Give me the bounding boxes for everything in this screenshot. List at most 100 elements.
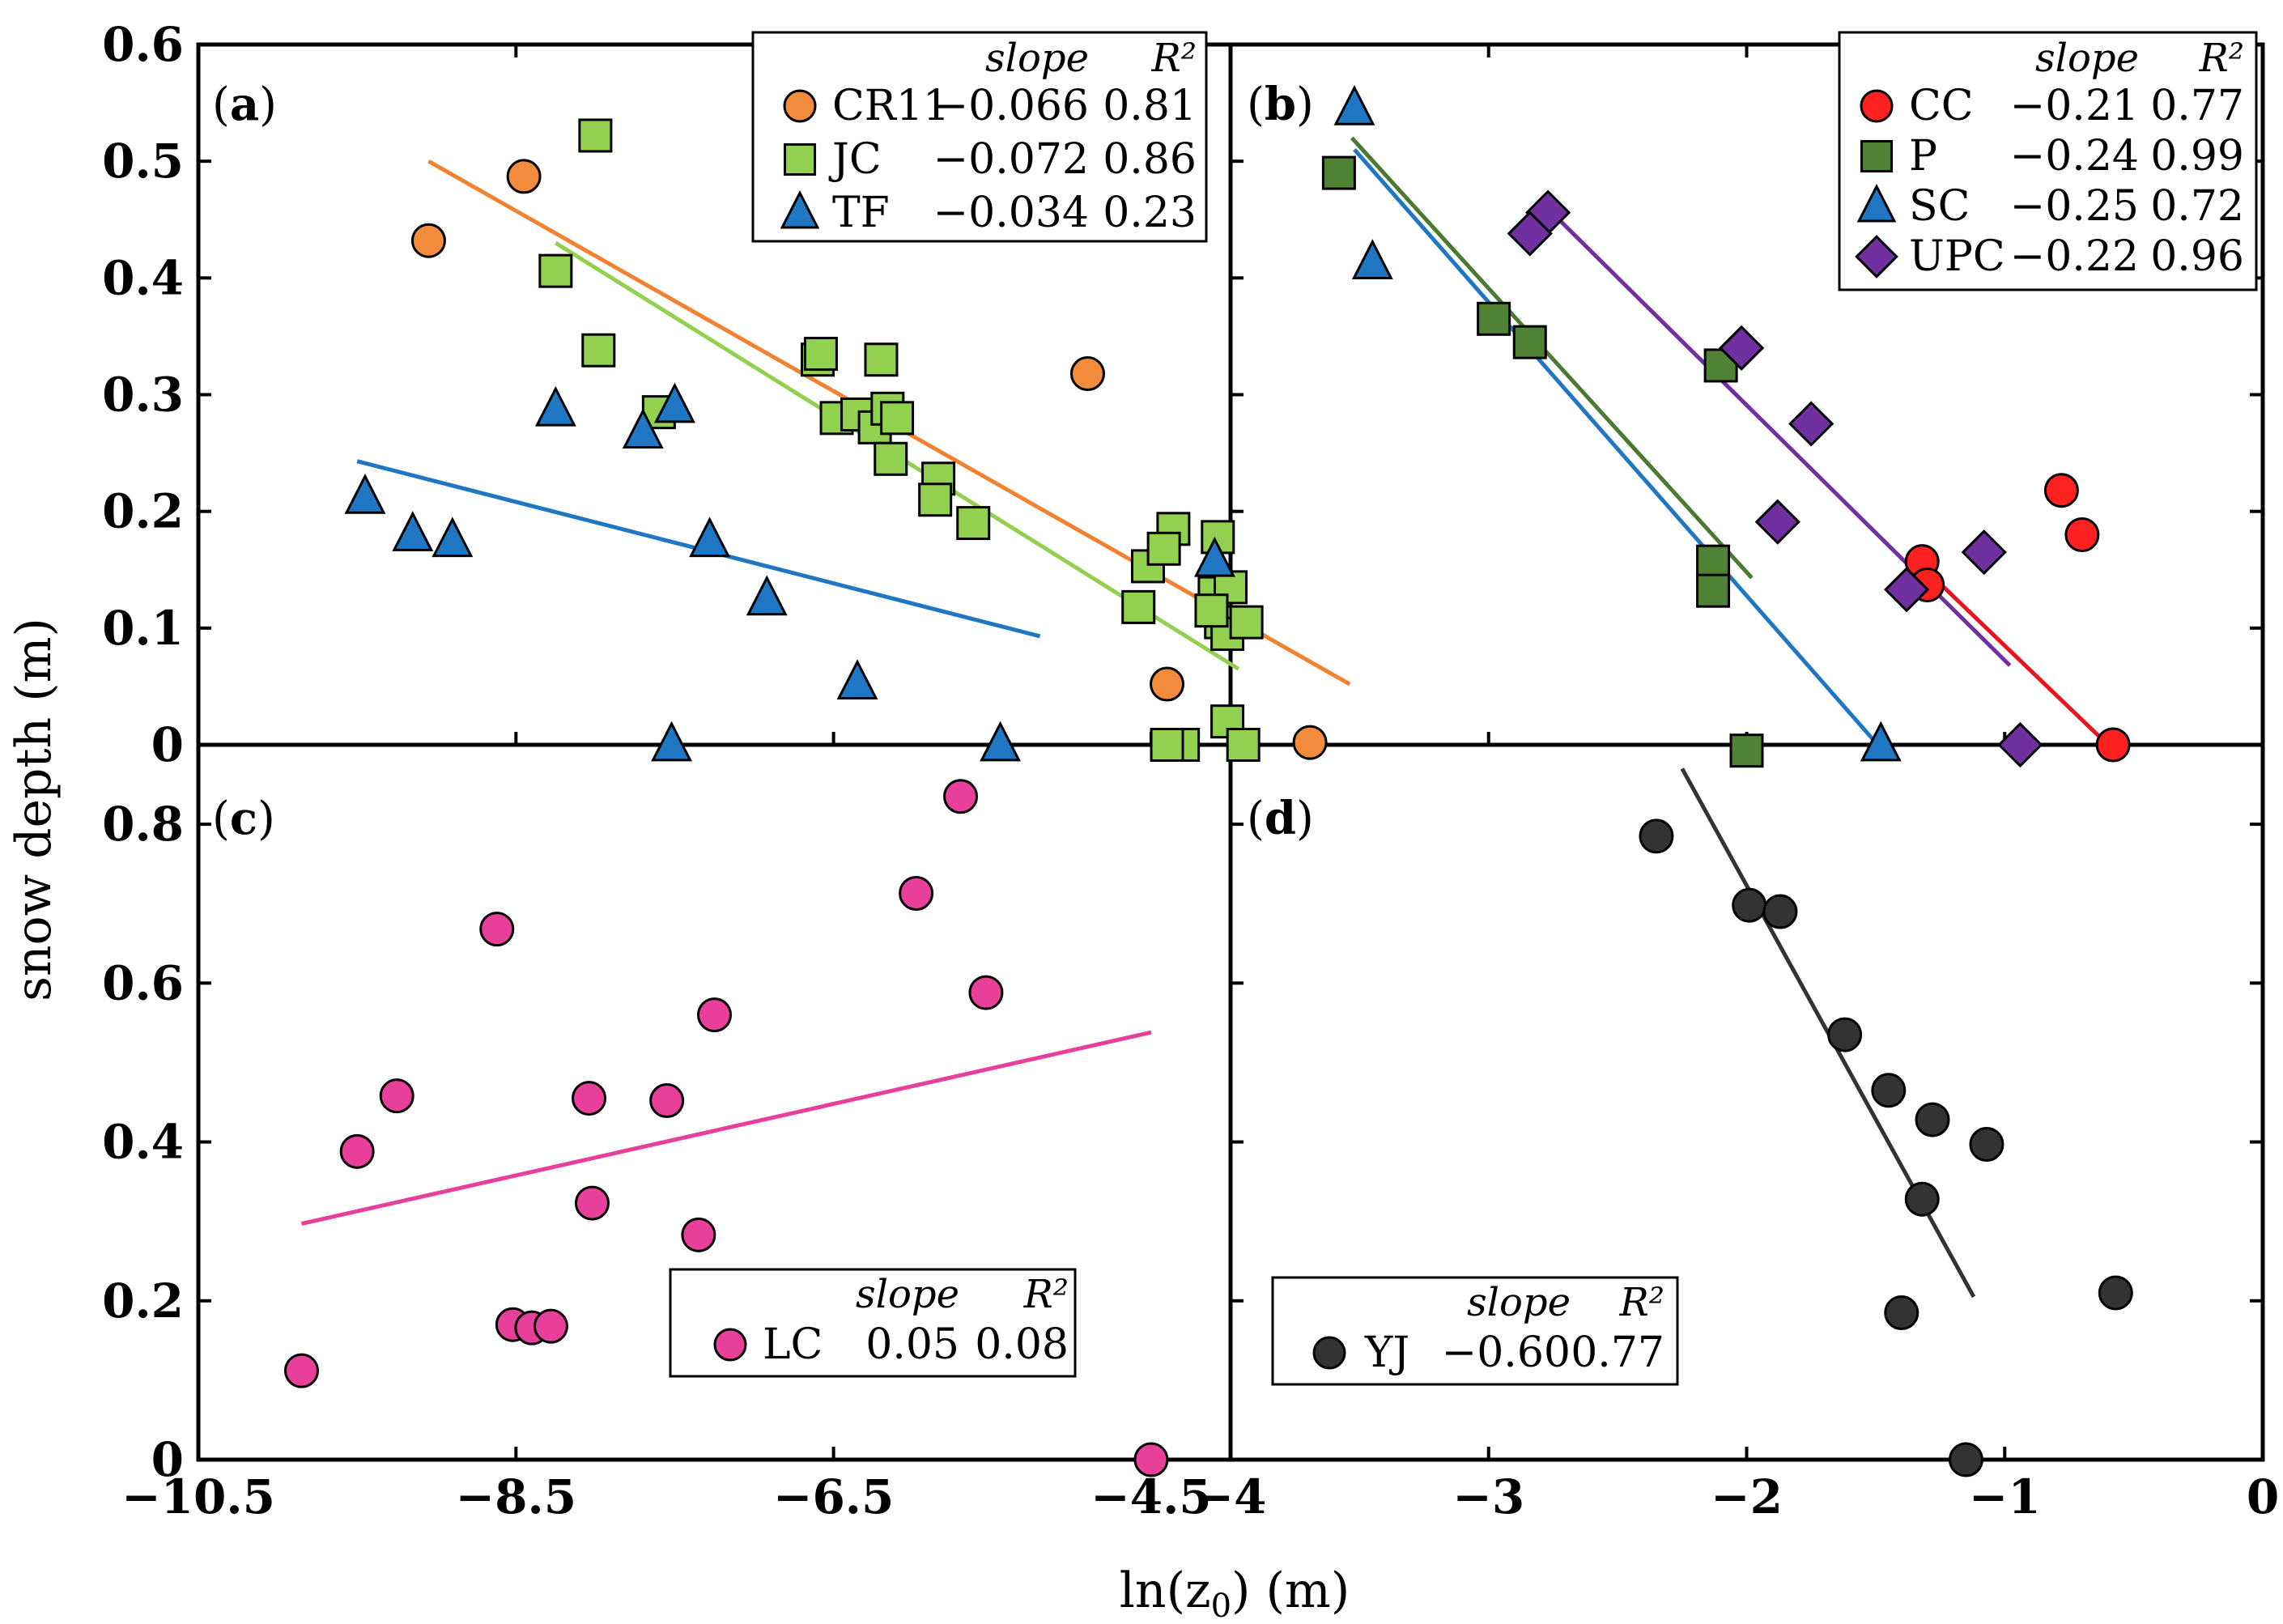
point-p [1696,544,1731,579]
point-jc [578,118,613,153]
point-jc [880,401,915,436]
point-lc [681,1217,716,1252]
legend-r2-p: 0.99 [2150,132,2244,181]
legend-marker-p [1860,139,1894,173]
x-left-tick-label: −4 [1195,1469,1267,1524]
legend-marker-cc [1860,89,1894,123]
point-cr11 [1150,666,1185,702]
legend-name-yj: YJ [1364,1329,1409,1377]
point-jc [803,337,838,372]
point-tf [980,721,1022,762]
legend-b: slope R² CC −0.21 0.77 P −0.24 0.99 SC −0.25 0.72 U… [1838,31,2258,291]
legends-layer: slope R² CR11−0.066 0.81 JC −0.072 0.86 TF −0.03… [669,31,2258,1386]
point-cr11 [506,159,542,194]
point-cr11 [410,223,446,258]
point-lc [968,975,1004,1010]
point-tf [622,408,664,449]
point-p [1321,155,1356,190]
point-cr11 [1069,356,1105,392]
x-left-tick-label: −4.5 [1090,1469,1212,1524]
y-top-tick-label: 0 [151,717,184,772]
legend-slope-header: slope [2035,36,2139,81]
fit-line-p [1350,136,1754,580]
point-lc [379,1078,415,1114]
x-right-tick-label: 0 [2247,1469,2279,1524]
legend-r2-tf: 0.23 [1103,189,1197,237]
point-jc [581,333,616,368]
y-bottom-tick-label: 0.2 [102,1273,184,1329]
legend-marker-lc [713,1328,747,1362]
point-jc [864,342,899,377]
x-axis-title-tail: ) (m) [1231,1562,1350,1619]
legend-slope-header: slope [985,36,1089,81]
legend-d: slope R² YJ −0.60 0.77 [1271,1276,1679,1386]
point-yj [1871,1073,1907,1108]
point-lc [284,1353,319,1388]
legend-name-lc: LC [763,1320,823,1369]
legend-slope-lc: 0.05 [865,1320,959,1369]
legend-slope-cc: −0.21 [2010,82,2139,130]
fit-line-sc [1353,148,1877,744]
point-upc [1961,529,2007,576]
legend-box [751,31,1208,243]
point-p [1477,301,1511,336]
point-lc [1133,1442,1169,1477]
point-tf [651,721,692,762]
point-tf [746,575,788,616]
panel-label-letter: b [1265,78,1296,131]
legend-name-tf: TF [832,189,890,237]
legend-r2-cr11: 0.81 [1103,82,1197,130]
legend-r2-upc: 0.96 [2150,232,2244,281]
panel-label-letter: c [230,792,257,845]
legend-marker-yj [1312,1336,1346,1370]
point-upc [1754,499,1800,545]
x-left-tick-label: −6.5 [773,1469,895,1524]
point-jc [1150,728,1184,762]
point-upc [1507,210,1553,257]
point-p [1512,325,1547,359]
point-cc [2064,517,2100,552]
y-bottom-tick-label: 0.6 [102,955,184,1010]
point-p [1696,573,1731,608]
point-yj [1762,894,1798,929]
point-jc [538,253,573,288]
legend-c: slope R² LC 0.05 0.08 [669,1268,1077,1378]
legend-r2-header: R² [2199,36,2244,81]
panel-label-c: (c) [212,792,275,845]
point-sc [1860,721,1902,762]
panel-label-letter: a [230,78,259,131]
legend-slope-yj: −0.60 [1442,1329,1571,1377]
panel-label-open: ( [1247,79,1265,131]
point-jc [1229,605,1264,640]
point-tf [344,474,386,514]
point-lc [479,912,515,947]
point-yj [1904,1181,1940,1217]
point-sc [1351,239,1393,279]
y-top-tick-label: 0.2 [102,484,184,539]
y-bottom-tick-label: 0.8 [102,797,184,852]
point-jc [1121,589,1156,624]
legend-name-jc: JC [828,135,882,184]
y-top-tick-label: 0.3 [102,368,184,423]
legend-name-p: P [1909,132,1937,181]
legend-slope-cr11: −0.066 [933,82,1089,130]
point-lc [943,779,979,814]
panel-label-close: ) [259,79,277,131]
point-lc [649,1083,685,1119]
point-tf [432,517,474,558]
legend-slope-p: −0.24 [2010,132,2139,181]
legend-slope-sc: −0.25 [2010,182,2139,231]
point-lc [533,1308,568,1344]
axes-layer: 0.10.20.30.40.50.600.20.40.60.80−10.5 −8.… [102,17,2279,1524]
panel-label-open: ( [212,79,230,131]
legend-slope-jc: −0.072 [933,135,1089,184]
point-jc [1146,531,1181,566]
x-left-tick-label: −8.5 [456,1469,577,1524]
panel-label-close: ) [1296,79,1314,131]
point-tf [1193,536,1235,577]
point-sc [1333,84,1375,125]
point-tf [654,382,695,423]
y-top-tick-label: 0.5 [102,134,184,189]
legend-slope-upc: −0.22 [2010,232,2139,281]
